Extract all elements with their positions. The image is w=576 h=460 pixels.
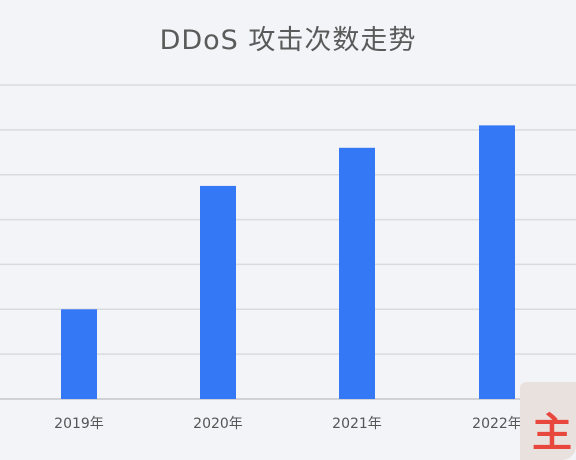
bar-3 — [339, 147, 375, 399]
bar-4 — [479, 125, 515, 399]
watermark-logo: 主 — [520, 382, 576, 460]
bar-1 — [61, 309, 97, 399]
x-tick-label: 2019年 — [54, 416, 104, 432]
watermark-glyph: 主 — [532, 410, 572, 456]
bar-2 — [200, 185, 236, 399]
x-tick-label: 2020年 — [193, 416, 243, 432]
x-tick-label: 2022年 — [472, 416, 522, 432]
chart-title: DDoS 攻击次数走势 — [159, 25, 417, 56]
x-tick-label: 2021年 — [332, 416, 382, 432]
